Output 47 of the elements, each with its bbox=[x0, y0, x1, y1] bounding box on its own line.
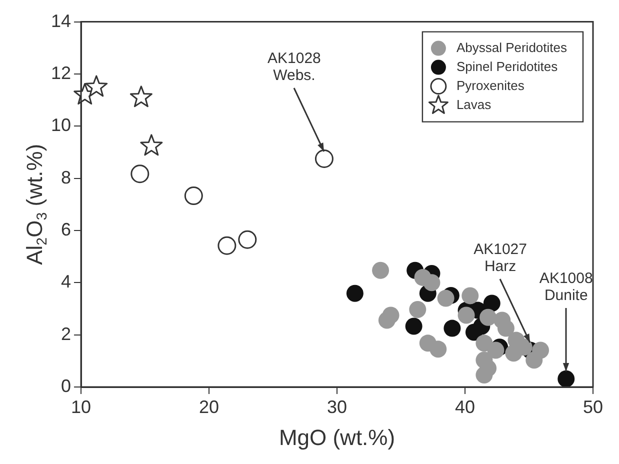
point bbox=[85, 75, 108, 97]
point bbox=[314, 150, 334, 168]
point bbox=[378, 312, 396, 329]
point bbox=[458, 306, 475, 324]
point bbox=[130, 164, 150, 184]
x-tick-label: 20 bbox=[199, 396, 220, 417]
x-tick-label: 30 bbox=[326, 396, 348, 417]
point bbox=[487, 342, 504, 359]
point bbox=[218, 236, 236, 255]
x-tick-label: 50 bbox=[582, 396, 604, 417]
point bbox=[558, 370, 575, 387]
point bbox=[372, 262, 390, 279]
y-tick-label: 6 bbox=[61, 219, 72, 240]
point bbox=[130, 86, 152, 108]
point bbox=[497, 320, 514, 337]
annotation: AK1027 Harz bbox=[474, 241, 527, 276]
legend-label: Spinel Peridotites bbox=[456, 58, 558, 74]
x-axis-title: MgO (wt.%) bbox=[278, 424, 396, 450]
point bbox=[409, 301, 426, 318]
legend-label: Lavas bbox=[456, 96, 492, 112]
point bbox=[476, 366, 493, 384]
annotation: AK1028 Webs. bbox=[268, 50, 321, 84]
point bbox=[444, 320, 461, 337]
annotation: AK1008 Dunite bbox=[539, 270, 593, 304]
legend-label: Abyssal Peridotites bbox=[456, 40, 568, 55]
point bbox=[483, 294, 500, 312]
point bbox=[462, 287, 479, 304]
point bbox=[430, 340, 447, 358]
point bbox=[423, 274, 440, 292]
y-tick-label: 4 bbox=[61, 272, 72, 292]
point bbox=[184, 186, 203, 206]
point bbox=[437, 290, 454, 307]
y-tick-label: 12 bbox=[50, 62, 72, 83]
y-tick-label: 8 bbox=[61, 167, 72, 188]
point bbox=[480, 308, 497, 326]
point bbox=[405, 318, 422, 335]
x-tick-label: 40 bbox=[454, 396, 476, 417]
y-tick-label: 10 bbox=[50, 115, 72, 136]
y-tick-label: 0 bbox=[61, 376, 72, 396]
point bbox=[140, 134, 163, 156]
point bbox=[532, 342, 550, 359]
y-tick-label: 14 bbox=[50, 10, 72, 31]
y-axis-title: Al2O3 (wt.%) bbox=[22, 144, 51, 265]
point bbox=[346, 284, 364, 302]
legend-label: Pyroxenites bbox=[456, 78, 525, 93]
y-tick-label: 2 bbox=[61, 324, 72, 344]
point bbox=[238, 230, 257, 249]
